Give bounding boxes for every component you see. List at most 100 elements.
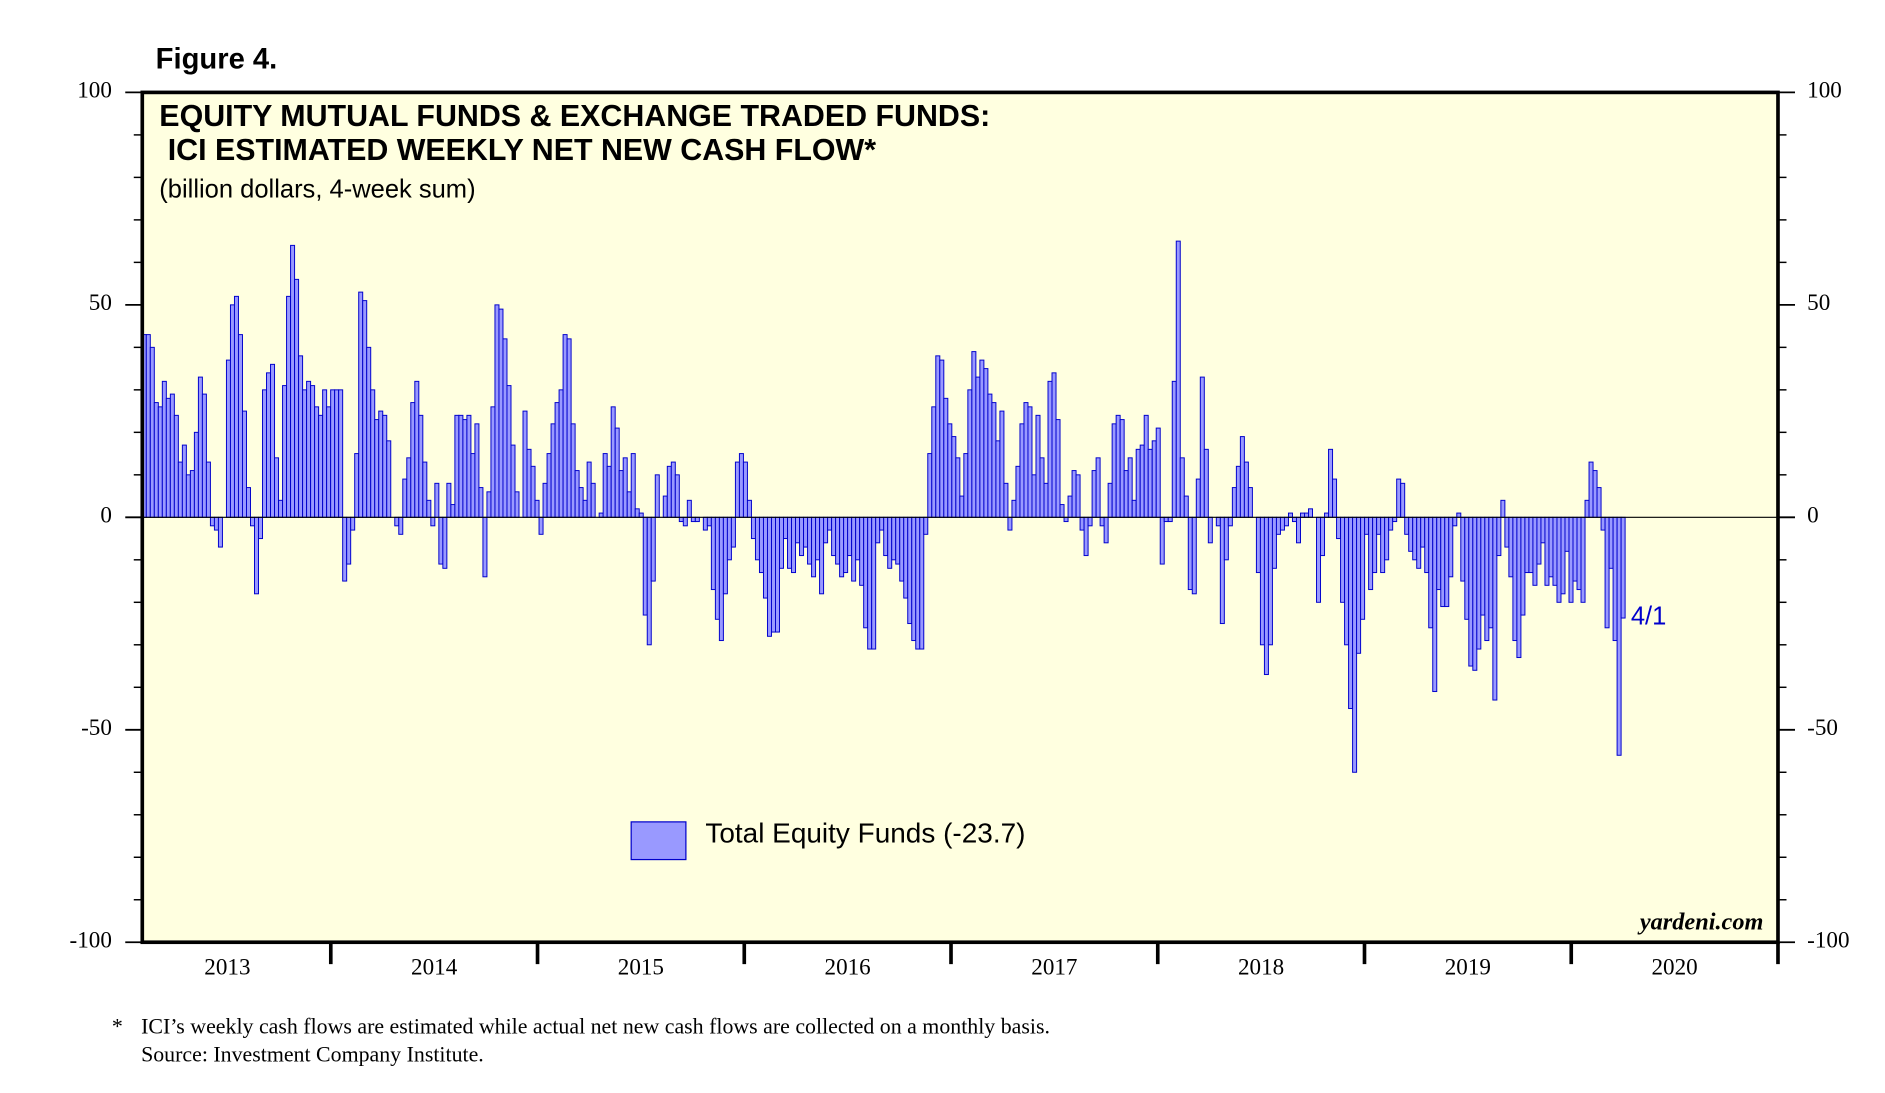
bar (550, 423, 556, 518)
bar (1496, 516, 1502, 557)
bar (979, 359, 985, 518)
bar (282, 385, 288, 518)
bar (999, 410, 1005, 518)
bar (1227, 516, 1233, 527)
bar (1584, 499, 1590, 518)
bar (1095, 457, 1101, 518)
bar (578, 487, 584, 518)
bar (534, 499, 540, 518)
bar (803, 516, 809, 548)
bar (650, 516, 656, 582)
bar (630, 453, 636, 518)
bar (237, 334, 243, 518)
bar (839, 516, 845, 578)
bar (983, 368, 989, 518)
bar (161, 380, 167, 518)
bar (758, 516, 764, 574)
bar (843, 516, 849, 574)
bar (967, 389, 973, 518)
bar (971, 351, 977, 518)
bar (1135, 448, 1141, 518)
bar (1568, 516, 1574, 603)
bar (642, 516, 648, 616)
bar (482, 516, 488, 578)
bar (1396, 478, 1402, 518)
bar (1023, 402, 1029, 518)
bar (686, 499, 692, 518)
y2-tick-label: -50 (1807, 714, 1838, 740)
bar (1219, 516, 1225, 625)
bar (746, 499, 752, 518)
bar (927, 453, 933, 518)
bar (766, 516, 772, 637)
bar (1091, 470, 1097, 518)
bar (1195, 478, 1201, 518)
bar (947, 423, 953, 518)
bar (1115, 414, 1121, 518)
bar (1287, 512, 1293, 518)
bar (486, 491, 492, 518)
bar (241, 410, 247, 518)
bar (1508, 516, 1514, 578)
bar (374, 419, 380, 518)
bar (923, 516, 929, 535)
bar (153, 402, 159, 518)
bar (706, 516, 712, 527)
bar (907, 516, 913, 625)
bar (209, 516, 215, 527)
y-tick-label: 50 (89, 289, 112, 315)
bar (1536, 516, 1542, 565)
bar (193, 431, 199, 518)
bar (213, 516, 219, 531)
bar (1616, 516, 1622, 756)
bar (690, 516, 696, 523)
bar (1408, 516, 1414, 552)
bar (386, 440, 392, 518)
bar (891, 516, 897, 561)
bar (422, 461, 428, 518)
bar (734, 461, 740, 518)
bar (233, 295, 239, 518)
bar (189, 470, 195, 518)
bar (1075, 474, 1081, 518)
bar (1011, 499, 1017, 518)
bar (674, 474, 680, 518)
bar (1436, 516, 1442, 591)
bar (250, 516, 255, 527)
bar (1344, 516, 1350, 646)
bar (1388, 516, 1394, 531)
bar (442, 516, 448, 569)
bar (514, 491, 520, 518)
bar (1119, 419, 1125, 518)
bar (963, 453, 969, 518)
bar (1111, 423, 1117, 518)
bar (1420, 516, 1426, 548)
bar (217, 516, 223, 548)
bar (1071, 470, 1077, 518)
bar (1552, 516, 1558, 586)
bar (887, 516, 893, 569)
bar (951, 436, 957, 518)
bar (1207, 516, 1213, 544)
bar (290, 244, 296, 518)
bar (530, 465, 536, 518)
bar (943, 397, 949, 518)
bar (562, 334, 568, 518)
bar (554, 402, 560, 518)
bar (1540, 516, 1546, 544)
bar (1035, 414, 1041, 518)
bar (266, 372, 272, 518)
bar (1215, 516, 1221, 527)
bar (502, 338, 508, 518)
bar (1556, 516, 1562, 603)
bar (510, 444, 516, 518)
bar (310, 385, 316, 518)
bar (879, 516, 885, 531)
bar (1239, 436, 1245, 518)
bar (402, 478, 408, 518)
bar (1600, 516, 1606, 531)
bar (694, 516, 700, 523)
bar (318, 414, 324, 518)
bar (1452, 516, 1458, 527)
figure-label: Figure 4. (156, 43, 278, 75)
